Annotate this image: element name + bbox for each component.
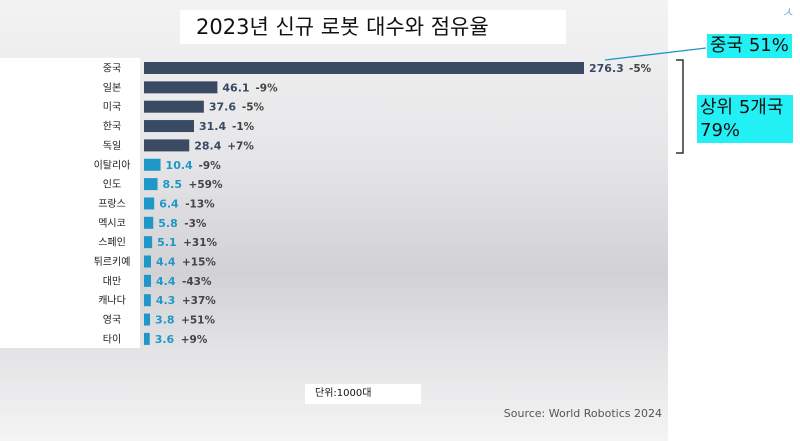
change-label: +15%	[182, 257, 216, 269]
bar	[144, 120, 195, 133]
change-labels: -5% -9% -5% -1% +7% -9% +59% -13% -3% +31% +15% -43…	[181, 63, 652, 346]
value-label: 3.8	[155, 314, 175, 327]
category-label: 캐나다	[98, 295, 126, 307]
value-label: 276.3	[589, 62, 624, 75]
bar	[144, 255, 152, 268]
category-label: 한국	[103, 121, 121, 133]
china-callout-line	[604, 47, 707, 61]
value-label: 8.5	[163, 178, 183, 191]
bars	[144, 62, 584, 345]
change-label: -9%	[199, 160, 222, 172]
category-label: 튀르키예	[94, 256, 131, 268]
category-label: 프랑스	[98, 198, 126, 210]
brand-mark-icon: ㅅ	[781, 5, 794, 21]
top5-bracket	[676, 59, 684, 154]
bar	[144, 178, 158, 191]
change-label: -43%	[182, 276, 212, 288]
change-label: -3%	[184, 218, 207, 230]
value-label: 5.1	[157, 236, 177, 249]
bar	[144, 216, 154, 229]
change-label: +51%	[181, 315, 215, 327]
category-label: 이탈리아	[94, 158, 131, 171]
category-label: 인도	[103, 179, 121, 191]
bar	[144, 100, 204, 113]
bar	[144, 332, 150, 345]
chart-title: 2023년 신규 로봇 대수와 점유율	[180, 10, 566, 44]
change-label: -5%	[629, 63, 652, 75]
change-label: +9%	[181, 334, 208, 346]
change-label: +59%	[189, 179, 223, 191]
value-label: 4.4	[156, 275, 176, 288]
value-label: 37.6	[209, 101, 236, 114]
value-label: 28.4	[194, 139, 221, 152]
category-label: 멕시코	[98, 217, 126, 229]
value-label: 6.4	[159, 197, 179, 210]
bar	[144, 158, 161, 171]
bar	[144, 294, 151, 307]
category-label: 일본	[103, 82, 121, 94]
china-share-callout: 중국 51%	[707, 34, 792, 58]
category-label: 미국	[103, 101, 121, 113]
category-label: 대만	[103, 275, 121, 287]
bar	[144, 313, 151, 326]
bar	[144, 197, 155, 210]
top5-callout-line2: 79%	[700, 120, 741, 141]
bar	[144, 139, 190, 152]
top5-share-callout: 상위 5개국 79%	[697, 95, 793, 143]
value-label: 5.8	[158, 217, 178, 230]
value-labels: 276.3 46.1 37.6 31.4 28.410.4 8.5 6.4 5.8 5.1 4.4…	[155, 62, 624, 346]
top5-callout-line1: 상위 5개국	[700, 97, 784, 118]
value-label: 10.4	[166, 159, 193, 172]
bar	[144, 274, 152, 287]
change-label: +31%	[183, 237, 217, 249]
category-label: 영국	[103, 314, 121, 326]
bar	[144, 236, 153, 249]
category-label: 독일	[103, 140, 121, 152]
category-label: 타이	[103, 333, 121, 345]
value-label: 31.4	[199, 120, 226, 133]
category-label-panel	[0, 58, 140, 348]
change-label: -1%	[232, 121, 255, 133]
bar	[144, 62, 584, 74]
value-label: 4.4	[156, 256, 176, 269]
value-label: 3.6	[155, 333, 175, 346]
source-label: Source: World Robotics 2024	[503, 407, 662, 420]
bar	[144, 81, 218, 94]
value-label: 4.3	[156, 294, 176, 307]
change-label: +37%	[182, 295, 216, 307]
value-label: 46.1	[222, 81, 249, 94]
category-label: 스페인	[98, 237, 126, 249]
category-label: 중국	[103, 63, 121, 75]
change-label: +7%	[227, 140, 254, 152]
change-label: -5%	[242, 102, 265, 114]
unit-label: 단위:1000대	[305, 384, 421, 404]
change-label: -9%	[255, 82, 278, 94]
change-label: -13%	[185, 198, 215, 210]
